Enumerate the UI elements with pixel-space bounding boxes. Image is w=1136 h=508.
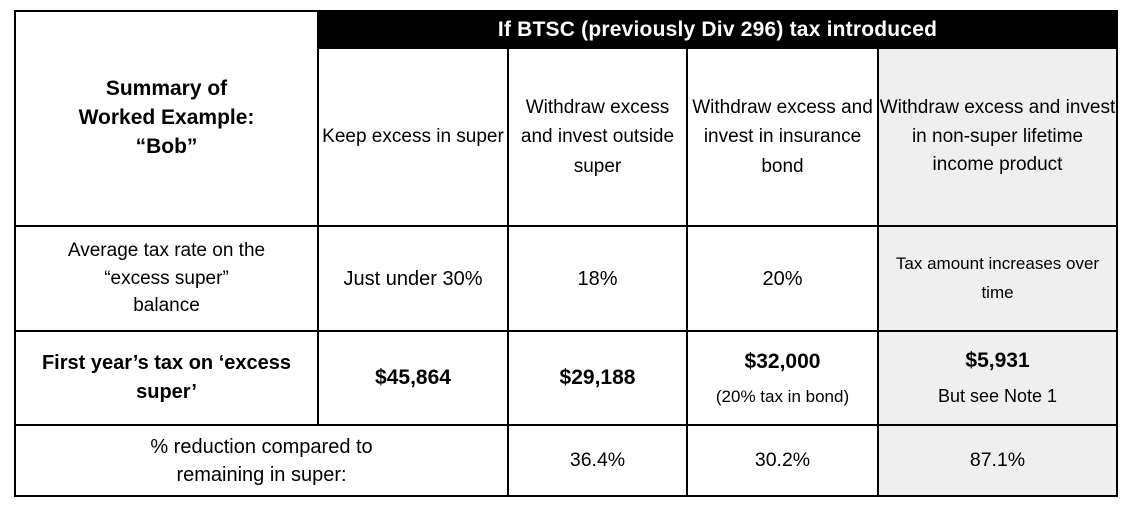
cell-avg-keep-in-super: Just under 30% — [317, 225, 509, 332]
row-percent-reduction: % reduction compared to remaining in sup… — [14, 424, 1119, 497]
header-cell-insurance-bond: Withdraw excess and invest in insurance … — [686, 47, 879, 227]
firstyear-lifetime-amount: $5,931 — [965, 349, 1030, 372]
cell-avg-outside-super: 18% — [507, 225, 688, 332]
row-label-first-year-tax: First year’s tax on ‘excess super’ — [14, 330, 319, 426]
cell-firstyear-outside-super: $29,188 — [507, 330, 688, 426]
cell-firstyear-lifetime-income: $5,931 But see Note 1 — [876, 330, 1119, 426]
firstyear-bond-note: (20% tax in bond) — [715, 386, 850, 406]
firstyear-lifetime-note: But see Note 1 — [937, 386, 1058, 406]
cell-firstyear-keep-in-super: $45,864 — [317, 330, 509, 426]
cell-avg-lifetime-income: Tax amount increases over time — [876, 225, 1119, 332]
worked-example-summary-table: Summary of Worked Example: “Bob” If BTSC… — [14, 10, 1119, 497]
cell-reduction-insurance-bond: 30.2% — [686, 424, 879, 497]
row-label-percent-reduction: % reduction compared to remaining in sup… — [14, 424, 509, 497]
row-average-tax-rate: Average tax rate on the “excess super” b… — [14, 225, 1119, 332]
cell-firstyear-insurance-bond: $32,000 (20% tax in bond) — [686, 330, 879, 426]
band-row: Summary of Worked Example: “Bob” If BTSC… — [14, 10, 1119, 227]
cell-avg-insurance-bond: 20% — [686, 225, 879, 332]
band-title: If BTSC (previously Div 296) tax introdu… — [316, 10, 1119, 49]
corner-label: Summary of Worked Example: “Bob” — [14, 10, 319, 227]
cell-reduction-lifetime-income: 87.1% — [876, 424, 1119, 497]
header-cell-invest-outside-super: Withdraw excess and invest outside super — [507, 47, 688, 227]
row-label-average-tax-rate: Average tax rate on the “excess super” b… — [14, 225, 319, 332]
worked-example-table-wrap: Summary of Worked Example: “Bob” If BTSC… — [14, 10, 1119, 497]
cell-reduction-outside-super: 36.4% — [507, 424, 688, 497]
row-first-year-tax: First year’s tax on ‘excess super’ $45,8… — [14, 330, 1119, 426]
header-cell-lifetime-income-product: Withdraw excess and invest in non-super … — [876, 47, 1119, 227]
header-cell-keep-in-super: Keep excess in super — [317, 47, 509, 227]
firstyear-bond-amount: $32,000 — [744, 349, 821, 373]
column-header-row: Keep excess in super Withdraw excess and… — [15, 47, 1119, 227]
